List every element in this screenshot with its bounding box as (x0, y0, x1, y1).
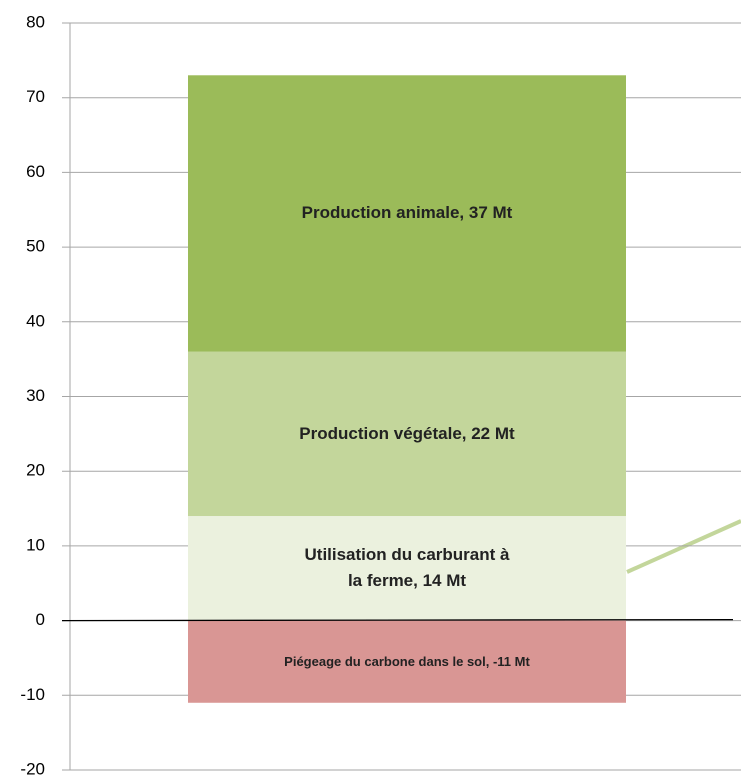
bar-segment (188, 75, 626, 352)
segment-label-box: Production végétale, 22 Mt (299, 423, 515, 443)
y-tick-label: 0 (36, 610, 45, 629)
segment-label: Production végétale, 22 Mt (299, 423, 515, 443)
bar-segment (188, 620, 626, 703)
y-tick-label: 30 (26, 386, 45, 405)
y-tick-label: 80 (26, 12, 45, 31)
zero-line (61, 618, 734, 622)
segment-label: Utilisation du carburant à la ferme, 14 … (304, 544, 510, 591)
y-tick-label: 60 (26, 162, 45, 181)
y-tick-label: 20 (26, 461, 45, 480)
y-tick-label: 70 (26, 87, 45, 106)
bar-segment (188, 516, 626, 621)
segment-label: Production animale, 37 Mt (301, 203, 513, 223)
y-tick-label: 50 (26, 237, 45, 256)
segment-label-box: Production animale, 37 Mt (301, 203, 513, 223)
segment-label: Piégeage du carbone dans le sol, -11 Mt (284, 653, 530, 669)
y-tick-label: -10 (20, 685, 45, 704)
y-tick-label: -20 (20, 759, 45, 777)
segment-label-box: Utilisation du carburant à la ferme, 14 … (304, 544, 510, 591)
bar-segment (188, 351, 626, 517)
line-fragment (626, 519, 741, 574)
y-tick-label: 10 (26, 535, 45, 554)
segment-label-box: Piégeage du carbone dans le sol, -11 Mt (284, 653, 530, 669)
y-tick-label: 40 (26, 311, 45, 330)
